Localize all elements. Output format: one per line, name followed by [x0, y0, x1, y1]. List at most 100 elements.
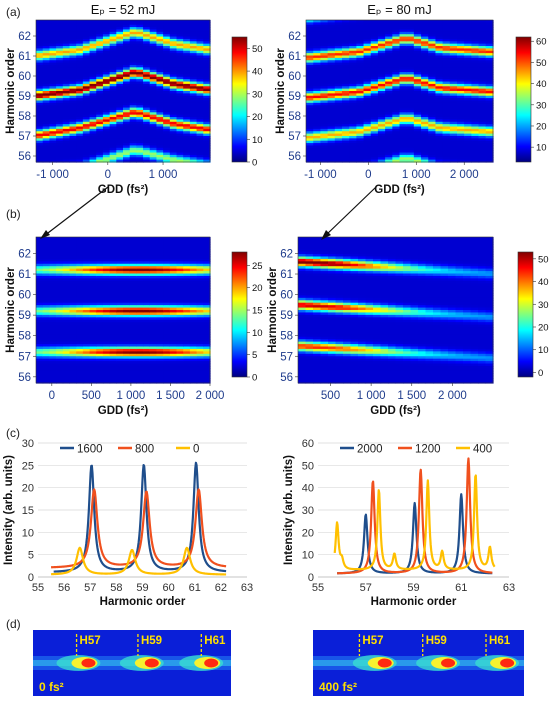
heatmap-cell — [149, 268, 158, 272]
heatmap-cell — [320, 67, 329, 71]
heatmap-cell — [109, 81, 117, 85]
heatmap-cell — [82, 36, 91, 40]
heatmap-cell — [56, 365, 64, 369]
heatmap-cell — [49, 348, 57, 352]
heatmap-cell — [176, 358, 184, 362]
heatmap-cell — [385, 117, 393, 120]
heatmap-cell — [392, 150, 401, 154]
heatmap-cell — [102, 76, 111, 80]
heatmap-cell — [49, 271, 57, 275]
heatmap-cell — [485, 72, 494, 76]
heatmap-cell — [49, 239, 57, 243]
heatmap-cell — [82, 266, 91, 270]
heatmap-cell — [435, 109, 444, 113]
heatmap-cell — [442, 105, 451, 109]
heatmap-cell — [136, 105, 144, 109]
heatmap-cell — [478, 20, 487, 23]
heatmap-cell — [435, 22, 444, 26]
heatmap-cell — [298, 290, 307, 294]
heatmap-cell — [349, 91, 357, 94]
heatmap-cell — [169, 237, 178, 241]
heatmap-cell — [363, 60, 372, 64]
x-tick-label: 2 000 — [196, 390, 225, 402]
heatmap-cell — [76, 138, 84, 142]
heatmap-cell — [82, 143, 91, 147]
heatmap-cell — [143, 258, 151, 262]
heatmap-cell — [413, 147, 422, 151]
heatmap-cell — [149, 370, 158, 374]
heatmap-cell — [149, 69, 158, 73]
heatmap-cell — [406, 157, 415, 161]
heatmap-cell — [62, 246, 71, 250]
heatmap-cell — [176, 124, 184, 128]
heatmap-cell — [116, 283, 124, 287]
heatmap-cell — [370, 91, 379, 94]
heatmap-cell — [42, 135, 50, 139]
heatmap-cell — [163, 57, 171, 61]
heatmap-cell — [42, 324, 50, 328]
heatmap-cell — [102, 339, 111, 343]
heatmap-cell — [306, 74, 314, 78]
heatmap-cell — [149, 317, 158, 321]
heatmap-cell — [109, 100, 117, 104]
heatmap-cell — [399, 38, 408, 42]
heatmap-cell — [406, 126, 415, 130]
heatmap-cell — [176, 46, 184, 49]
heatmap-cell — [109, 143, 117, 147]
heatmap-cell — [143, 46, 151, 49]
heatmap-cell — [435, 143, 444, 147]
heatmap-cell — [96, 53, 104, 57]
heatmap-cell — [76, 370, 84, 374]
heatmap-cell — [143, 154, 151, 158]
heatmap-cell — [123, 310, 131, 314]
heatmap-cell — [399, 22, 408, 26]
heatmap-cell — [413, 109, 422, 113]
heatmap-cell — [392, 98, 401, 102]
heatmap-cell — [413, 112, 422, 116]
heatmap-cell — [102, 27, 111, 31]
heatmap-cell — [69, 241, 77, 245]
heatmap-cell — [471, 79, 480, 83]
heatmap-cell — [349, 159, 357, 163]
heatmap-cell — [96, 119, 104, 123]
heatmap-cell — [306, 121, 314, 125]
heatmap-cell — [102, 98, 111, 102]
heatmap-cell — [313, 373, 322, 377]
heatmap-cell — [163, 126, 171, 130]
heatmap-cell — [189, 266, 198, 270]
heatmap-cell — [313, 353, 322, 357]
heatmap-cell — [189, 365, 198, 369]
heatmap-cell — [89, 268, 97, 272]
colorbar-tick-label: 40 — [536, 79, 547, 90]
heatmap-cell — [102, 128, 111, 132]
heatmap-cell — [129, 81, 137, 85]
heatmap-cell — [163, 147, 171, 151]
heatmap-cell — [478, 117, 487, 120]
heatmap-cell — [136, 76, 144, 80]
heatmap-cell — [428, 119, 437, 123]
heatmap-cell — [203, 140, 211, 144]
heatmap-cell — [313, 27, 321, 31]
heatmap-cell — [406, 38, 415, 42]
heatmap-cell — [76, 317, 84, 321]
heatmap-cell — [129, 55, 137, 59]
heatmap-cell — [449, 83, 458, 87]
heatmap-cell — [149, 157, 158, 161]
heatmap-cell — [69, 356, 77, 360]
heatmap-cell — [69, 152, 77, 156]
heatmap-cell — [129, 263, 137, 267]
heatmap-cell — [76, 312, 84, 316]
heatmap-cell — [156, 147, 164, 151]
heatmap-cell — [413, 150, 422, 154]
heatmap-cell — [203, 241, 211, 245]
heatmap-cell — [457, 95, 465, 99]
heatmap-cell — [449, 124, 458, 128]
heatmap-cell — [169, 322, 178, 326]
heatmap-cell — [478, 81, 487, 85]
heatmap-cell — [82, 278, 91, 282]
heatmap-cell — [62, 46, 71, 49]
heatmap-cell — [428, 102, 437, 106]
heatmap-cell — [116, 363, 124, 367]
heatmap-cell — [76, 319, 84, 323]
heatmap-cell — [306, 93, 314, 97]
